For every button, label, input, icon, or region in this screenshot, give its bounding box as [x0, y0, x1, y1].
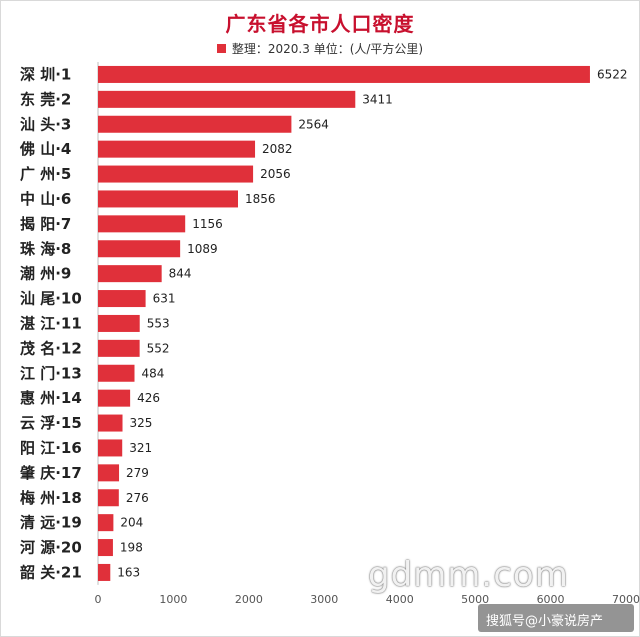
category-label: 中 山·6 — [20, 190, 71, 208]
category-label: 清 远·19 — [20, 514, 82, 532]
data-label: 1856 — [245, 192, 276, 206]
data-label: 844 — [169, 267, 192, 281]
bar — [98, 464, 120, 482]
data-label: 1156 — [192, 217, 223, 231]
bar — [98, 439, 123, 457]
x-tick-label: 2000 — [235, 593, 263, 606]
footer-text: 搜狐号@小豪说房产 — [486, 614, 604, 629]
bar — [98, 65, 590, 83]
x-tick-label: 7000 — [612, 593, 640, 606]
bar — [98, 539, 113, 557]
category-label: 河 源·20 — [20, 539, 82, 557]
data-label: 321 — [129, 441, 152, 455]
category-label: 湛 江·11 — [20, 314, 82, 332]
legend-label: 整理：2020.3 单位：(人/平方公里) — [231, 42, 424, 56]
bar — [98, 389, 131, 407]
chart-legend: 整理：2020.3 单位：(人/平方公里) — [0, 40, 640, 57]
bar — [98, 115, 292, 133]
category-label: 梅 州·18 — [20, 489, 82, 507]
data-label: 631 — [153, 292, 176, 306]
data-label: 1089 — [187, 242, 218, 256]
bar — [98, 215, 186, 233]
category-label: 广 州·5 — [20, 165, 71, 183]
category-label: 云 浮·15 — [20, 414, 82, 432]
category-label: 潮 州·9 — [20, 265, 71, 283]
x-tick-label: 5000 — [461, 593, 489, 606]
bar — [98, 339, 140, 357]
chart-title: 广东省各市人口密度 — [225, 12, 415, 36]
data-label: 2564 — [298, 117, 329, 131]
data-label: 2056 — [260, 167, 291, 181]
bar — [98, 563, 111, 581]
category-label: 惠 州·14 — [20, 389, 82, 407]
bar — [98, 90, 356, 108]
bar — [98, 190, 238, 208]
data-label: 204 — [120, 516, 143, 530]
legend-swatch — [216, 44, 226, 53]
bar — [98, 140, 256, 158]
x-tick-label: 6000 — [537, 593, 565, 606]
category-label: 揭 阳·7 — [20, 215, 71, 233]
category-label: 韶 关·21 — [20, 563, 82, 581]
category-label: 深 圳·1 — [20, 65, 71, 83]
data-label: 276 — [126, 491, 149, 505]
bar — [98, 290, 146, 308]
bar — [98, 240, 181, 258]
bar — [98, 314, 140, 332]
x-tick-label: 1000 — [159, 593, 187, 606]
category-label: 茂 名·12 — [20, 339, 82, 357]
footer-background — [478, 604, 634, 632]
data-label: 279 — [126, 466, 149, 480]
data-label: 3411 — [362, 92, 393, 106]
bar — [98, 514, 114, 532]
category-label: 东 莞·2 — [20, 90, 71, 108]
watermark: gdmm.com — [368, 555, 569, 595]
data-label: 484 — [142, 366, 165, 380]
bar — [98, 265, 162, 283]
category-label: 珠 海·8 — [20, 240, 71, 258]
x-tick-label: 0 — [95, 593, 102, 606]
category-label: 佛 山·4 — [19, 140, 71, 158]
footer-badge: 搜狐号@小豪说房产 — [478, 604, 634, 632]
category-label: 阳 江·16 — [20, 439, 82, 457]
data-label: 6522 — [597, 67, 628, 81]
bar — [98, 414, 123, 432]
category-label: 汕 头·3 — [20, 115, 71, 133]
data-label: 2082 — [262, 142, 293, 156]
data-label: 198 — [120, 541, 143, 555]
data-label: 553 — [147, 316, 170, 330]
data-label: 426 — [137, 391, 160, 405]
bar — [98, 364, 135, 382]
data-label: 325 — [130, 416, 153, 430]
category-label: 江 门·13 — [20, 364, 82, 382]
x-tick-label: 4000 — [386, 593, 414, 606]
data-label: 552 — [147, 341, 170, 355]
category-label: 肇 庆·17 — [19, 464, 82, 482]
data-label: 163 — [117, 565, 140, 579]
bar — [98, 165, 254, 183]
x-tick-label: 3000 — [310, 593, 338, 606]
category-label: 汕 尾·10 — [20, 290, 82, 308]
bar — [98, 489, 119, 507]
